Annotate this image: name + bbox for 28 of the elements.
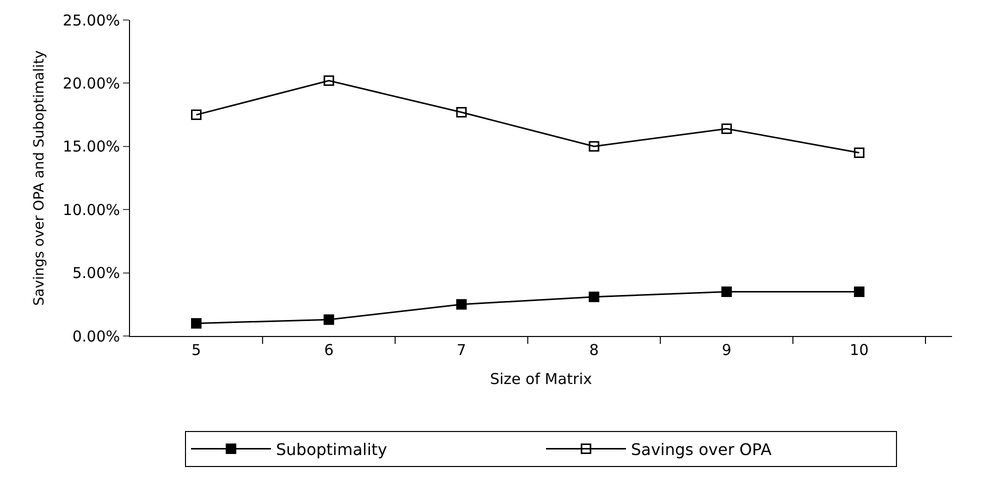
y-tick-label: 25.00% [62, 11, 120, 30]
point [721, 123, 732, 134]
point [191, 110, 202, 120]
point [456, 107, 467, 118]
x-tick-label: 6 [324, 341, 334, 359]
point [721, 286, 732, 298]
x-axis-title: Size of Matrix [490, 370, 592, 388]
point [588, 141, 600, 152]
point [191, 318, 202, 329]
y-tick-label: 10.00% [62, 200, 120, 219]
x-tick-label: 7 [456, 341, 466, 359]
point [854, 286, 864, 298]
y-tick-label: 0.00% [72, 327, 120, 346]
point [854, 147, 864, 158]
x-tick-label: 8 [589, 341, 599, 359]
point [324, 75, 334, 86]
y-tick-label: 5.00% [72, 264, 120, 282]
point [456, 299, 467, 310]
y-tick-label: 20.00% [62, 74, 120, 92]
legend-label: Suboptimality [276, 440, 388, 459]
y-axis-title: Savings over OPA and Suboptimality [31, 50, 48, 306]
y-tick-label: 15.00% [62, 138, 120, 156]
x-tick-label: 10 [850, 341, 869, 359]
x-tick-label: 5 [192, 341, 202, 359]
x-tick-label: 9 [722, 341, 732, 359]
point [588, 292, 600, 302]
point [324, 314, 334, 325]
legend-label: Savings over OPA [631, 440, 772, 459]
